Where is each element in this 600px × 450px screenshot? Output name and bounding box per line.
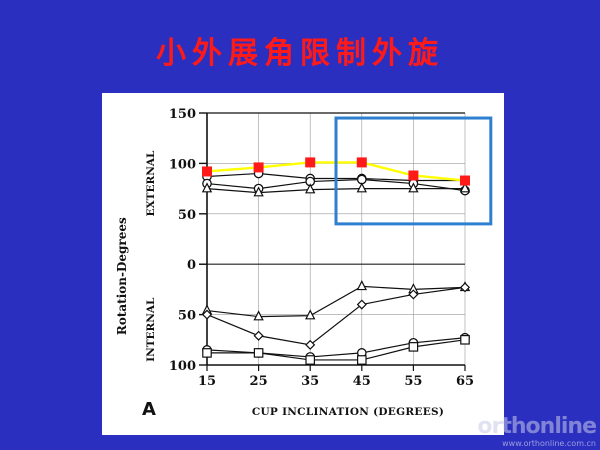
y-tick-label: 150 — [169, 107, 196, 122]
data-point — [408, 182, 419, 193]
series-line — [206, 285, 466, 318]
x-tick-label: 15 — [198, 374, 216, 389]
data-point-highlight — [460, 175, 470, 186]
series-line — [206, 286, 466, 346]
series-line — [207, 339, 466, 361]
data-point — [356, 280, 367, 291]
data-point — [253, 186, 264, 197]
y-tick-label: 50 — [178, 309, 196, 324]
data-point — [253, 310, 264, 321]
chart-panel: 150 100 50 0 50 100 15 25 35 45 55 65 CUP INCLINATIO… — [102, 93, 504, 435]
data-point — [305, 339, 316, 350]
data-point — [305, 355, 315, 365]
slide-title: 小外展角限制外旋 — [156, 36, 444, 71]
y-tick-label: 100 — [169, 359, 196, 374]
y-tick-label: 50 — [178, 208, 196, 223]
data-point — [202, 348, 212, 358]
y-axis-title: Rotation-Degrees — [115, 217, 129, 335]
data-point — [357, 355, 367, 365]
data-point-highlight — [253, 162, 264, 173]
data-point — [201, 182, 213, 193]
y-tick-label: 0 — [187, 258, 196, 273]
x-tick-label: 65 — [456, 374, 474, 389]
data-point — [460, 335, 470, 345]
x-tick-label: 55 — [404, 374, 422, 389]
y-tick-label: 100 — [169, 157, 196, 172]
data-point — [305, 309, 316, 320]
watermark-url: www.orthonline.com.cn — [502, 439, 596, 448]
x-tick-label: 35 — [301, 374, 319, 389]
data-point — [459, 182, 471, 193]
highlight-box — [334, 116, 493, 226]
x-axis-title: CUP INCLINATION (DEGREES) — [252, 406, 444, 418]
data-point — [356, 182, 367, 193]
data-point — [253, 348, 264, 358]
data-point-highlight — [202, 166, 212, 177]
watermark: orthonline www.orthonline.com.cn — [477, 414, 597, 448]
data-point-highlight — [356, 157, 367, 168]
region-label-external: EXTERNAL — [145, 150, 157, 216]
data-point — [408, 289, 419, 300]
x-tick-label: 25 — [250, 374, 268, 389]
watermark-brand: orthonline — [477, 414, 597, 439]
data-point — [459, 282, 471, 293]
data-point — [305, 183, 316, 194]
region-label-internal: INTERNAL — [145, 297, 157, 362]
x-tick-label: 45 — [353, 374, 371, 389]
data-point-highlight — [408, 170, 419, 181]
data-point — [201, 309, 213, 320]
data-point — [356, 299, 367, 310]
panel-label: A — [142, 399, 156, 420]
series-line — [206, 337, 466, 358]
data-point — [408, 342, 419, 352]
data-point-highlight — [305, 157, 316, 168]
data-point — [253, 330, 264, 341]
